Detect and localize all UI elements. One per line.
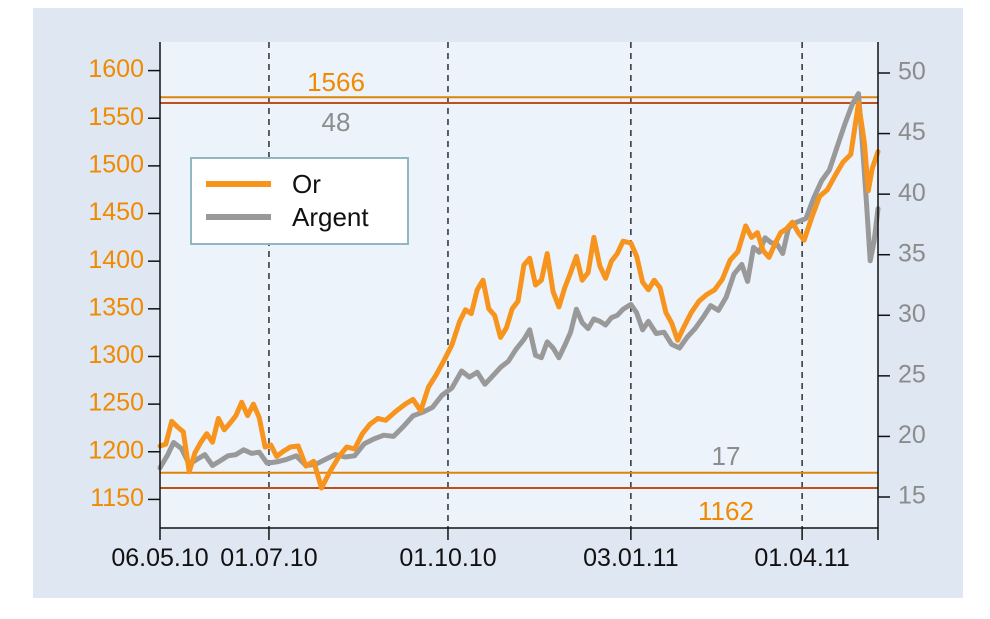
label-argent-high: 48 <box>322 107 351 137</box>
left-tick-label-1550: 1550 <box>88 103 144 131</box>
left-tick-label-1600: 1600 <box>88 55 144 83</box>
right-tick-label-15: 15 <box>898 482 926 510</box>
right-tick-label-25: 25 <box>898 360 926 388</box>
label-argent-low: 17 <box>712 441 741 471</box>
legend-box <box>190 157 409 245</box>
left-tick-label-1250: 1250 <box>88 389 144 417</box>
left-tick-label-1300: 1300 <box>88 341 144 369</box>
x-tick-label-1: 06.05.10 <box>111 544 208 572</box>
left-tick-label-1350: 1350 <box>88 293 144 321</box>
label-or-high: 1566 <box>307 67 365 97</box>
x-tick-label-3: 01.10.10 <box>399 544 496 572</box>
left-tick-label-1500: 1500 <box>88 150 144 178</box>
x-tick-label-4: 03.01.11 <box>583 544 678 572</box>
legend-label-argent: Argent <box>292 202 369 232</box>
left-tick-label-1450: 1450 <box>88 198 144 226</box>
left-tick-label-1150: 1150 <box>90 484 144 512</box>
right-tick-label-40: 40 <box>898 179 926 207</box>
right-tick-label-35: 35 <box>898 239 926 267</box>
right-tick-label-50: 50 <box>898 58 926 86</box>
right-tick-label-45: 45 <box>898 118 926 146</box>
label-or-low: 1162 <box>698 496 754 526</box>
left-tick-label-1200: 1200 <box>88 436 144 464</box>
left-tick-label-1400: 1400 <box>88 246 144 274</box>
legend-label-or: Or <box>292 169 321 199</box>
right-tick-label-20: 20 <box>898 421 926 449</box>
x-tick-label-5: 01.04.11 <box>754 544 849 572</box>
series-or-line <box>157 100 881 491</box>
series-argent-line <box>157 91 881 471</box>
legend: Or Argent <box>190 157 409 245</box>
x-tick-label-2: 01.07.10 <box>220 544 317 572</box>
right-tick-label-30: 30 <box>898 300 926 328</box>
